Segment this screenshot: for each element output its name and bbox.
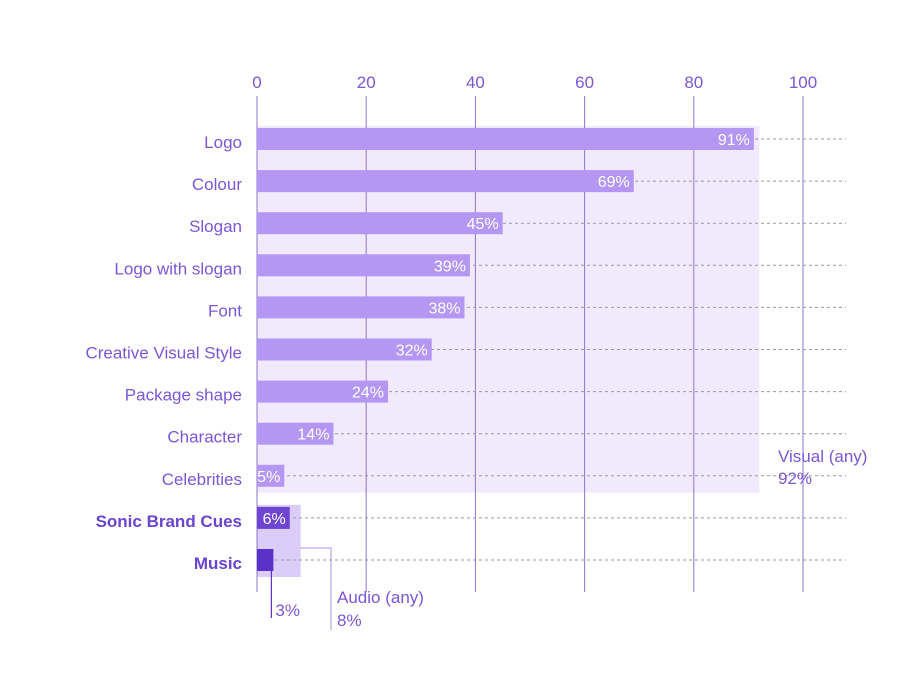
labels: Logo 91% Colour 69% Slogan 45% Logo with sloga… xyxy=(85,132,749,573)
category-label-font: Font xyxy=(208,301,242,320)
x-tick-label-40: 40 xyxy=(466,73,485,92)
bar-character xyxy=(257,422,334,445)
audio-any-label: Audio (any) xyxy=(337,588,424,607)
annotations: 3% Audio (any) 8% Visual (any) 92% xyxy=(270,447,867,630)
music-callout-label: 3% xyxy=(275,601,300,620)
bar-slogan xyxy=(257,212,503,235)
x-tick-label-0: 0 xyxy=(252,73,261,92)
bars xyxy=(257,128,754,571)
category-label-slogan: Slogan xyxy=(189,217,242,236)
category-label-logo-with-slogan: Logo with slogan xyxy=(114,259,242,278)
bar-sonic-brand-cues xyxy=(257,506,290,529)
bar-logo-with-slogan xyxy=(257,254,470,277)
visual-any-label: Visual (any) xyxy=(778,447,867,466)
bar-colour xyxy=(257,170,634,193)
visual-any-value: 92% xyxy=(778,469,812,488)
value-label-celebrities: 5% xyxy=(257,469,280,486)
value-label-sonic-brand-cues: 6% xyxy=(263,511,286,528)
value-label-font: 38% xyxy=(428,300,460,317)
bar-music xyxy=(257,549,274,571)
category-label-colour: Colour xyxy=(192,175,242,194)
value-label-character: 14% xyxy=(297,427,329,444)
category-label-character: Character xyxy=(167,428,242,447)
x-tick-label-20: 20 xyxy=(357,73,376,92)
category-label-logo: Logo xyxy=(204,133,242,152)
bar-logo xyxy=(257,128,754,150)
value-label-logo: 91% xyxy=(718,132,750,149)
bar-celebrities xyxy=(257,464,285,487)
value-label-colour: 69% xyxy=(598,174,630,191)
value-label-logo-with-slogan: 39% xyxy=(434,258,466,275)
bar-package-shape xyxy=(257,380,389,403)
x-tick-label-80: 80 xyxy=(684,73,703,92)
category-label-package-shape: Package shape xyxy=(125,386,242,405)
category-label-music: Music xyxy=(194,554,242,573)
bar-font xyxy=(257,296,465,319)
audio-any-leader xyxy=(300,547,332,630)
audio-any-value: 8% xyxy=(337,611,362,630)
category-label-sonic-brand-cues: Sonic Brand Cues xyxy=(96,512,242,531)
value-label-creative-visual-style: 32% xyxy=(396,343,428,360)
value-label-slogan: 45% xyxy=(467,216,499,233)
category-label-creative-visual-style: Creative Visual Style xyxy=(85,344,242,363)
value-label-package-shape: 24% xyxy=(352,385,384,402)
bar-creative-visual-style xyxy=(257,338,432,361)
x-tick-label-60: 60 xyxy=(575,73,594,92)
x-tick-label-100: 100 xyxy=(789,73,817,92)
category-label-celebrities: Celebrities xyxy=(162,470,242,489)
